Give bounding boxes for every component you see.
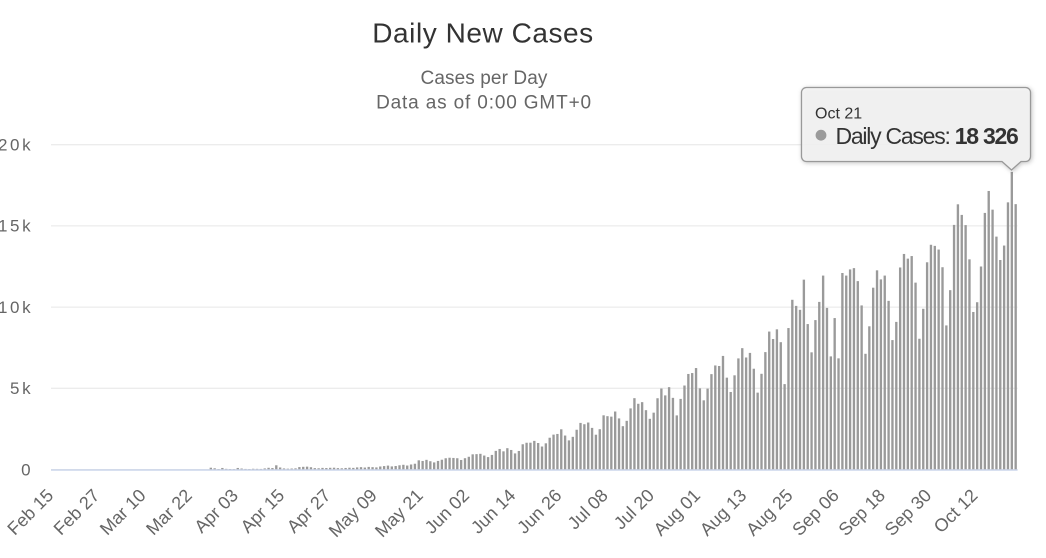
svg-text:0: 0	[21, 460, 33, 479]
svg-text:10k: 10k	[0, 298, 33, 317]
svg-text:Cases per Day: Cases per Day	[421, 68, 548, 89]
svg-text:20k: 20k	[0, 136, 33, 155]
svg-text:Data as of 0:00 GMT+0: Data as of 0:00 GMT+0	[376, 93, 592, 114]
svg-text:Daily New Cases: Daily New Cases	[372, 17, 593, 48]
svg-text:15k: 15k	[0, 217, 33, 236]
svg-text:5k: 5k	[10, 379, 33, 398]
svg-text:Oct 21: Oct 21	[815, 105, 862, 122]
svg-text:Daily Cases: 18 326: Daily Cases: 18 326	[836, 123, 1019, 149]
